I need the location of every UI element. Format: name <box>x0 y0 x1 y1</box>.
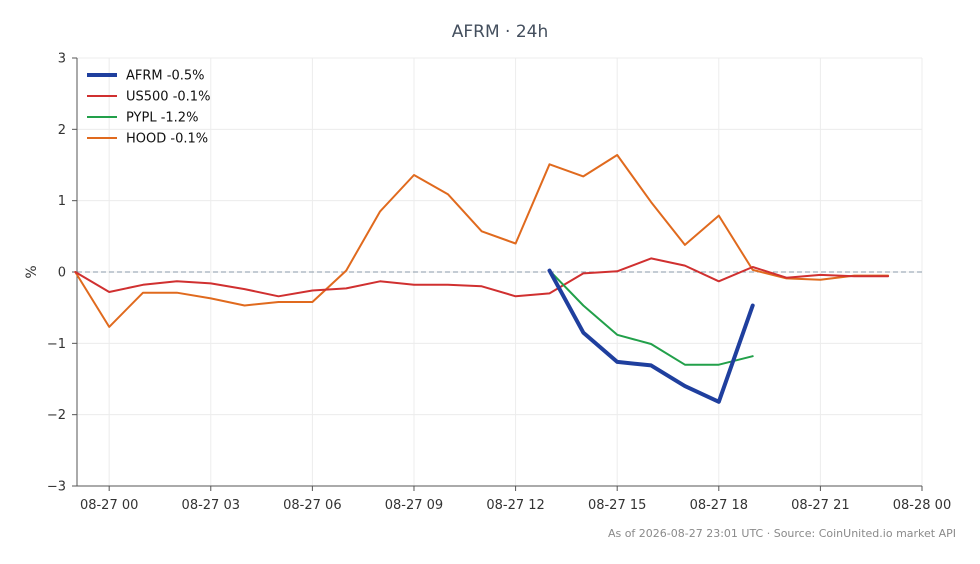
x-tick-label: 08-28 00 <box>893 498 951 513</box>
x-tick-label: 08-27 12 <box>486 498 544 513</box>
footer-note: As of 2026-08-27 23:01 UTC · Source: Coi… <box>608 527 956 540</box>
series-line-afrm <box>547 268 755 404</box>
x-tick-label: 08-27 15 <box>588 498 646 513</box>
y-tick-label: 3 <box>58 52 66 67</box>
legend-label: AFRM -0.5% <box>126 69 204 84</box>
x-tick-label: 08-27 06 <box>283 498 341 513</box>
chart-title: AFRM · 24h <box>452 22 549 42</box>
series-line-hood <box>74 154 890 328</box>
y-tick-label: −3 <box>47 480 66 495</box>
series-line-pypl <box>548 269 754 366</box>
legend-label: PYPL -1.2% <box>126 111 198 126</box>
y-axis-label: % <box>24 265 40 278</box>
x-tick-label: 08-27 00 <box>80 498 138 513</box>
y-tick-label: −1 <box>47 337 66 352</box>
y-tick-label: 1 <box>58 194 66 209</box>
y-tick-label: 2 <box>58 123 66 138</box>
legend-label: US500 -0.1% <box>126 90 210 105</box>
x-tick-label: 08-27 18 <box>690 498 748 513</box>
x-tick-label: 08-27 09 <box>385 498 443 513</box>
grid-layer <box>77 57 923 487</box>
series-line-us500 <box>74 257 890 298</box>
axes-layer: 3 2 1 0 −1 −2 −3 08-27 00 08-27 03 08-27 06 08-27 … <box>47 52 951 514</box>
series-layer <box>74 154 890 404</box>
legend: AFRM -0.5% US500 -0.1% PYPL -1.2% HOOD -0.1… <box>87 69 210 147</box>
y-tick-label: −2 <box>47 408 66 423</box>
x-tick-label: 08-27 21 <box>791 498 849 513</box>
legend-label: HOOD -0.1% <box>126 132 208 147</box>
y-tick-label: 0 <box>58 266 66 281</box>
x-tick-label: 08-27 03 <box>182 498 240 513</box>
